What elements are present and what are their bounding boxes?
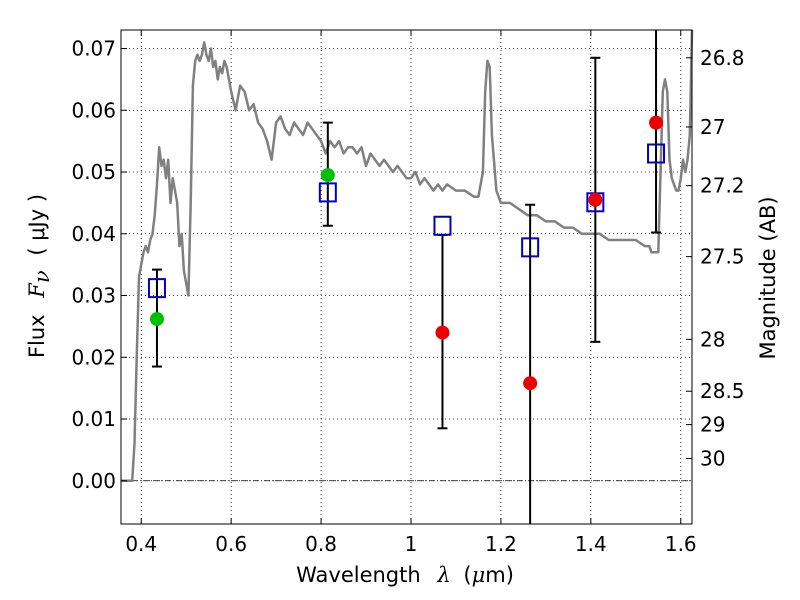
y2-tick-label: 29 (700, 413, 725, 437)
y2-axis-label: Magnitude (AB) (756, 196, 780, 359)
model-flux-square (318, 182, 337, 203)
model-flux-square (647, 143, 666, 164)
x-axis-label-open: ( (463, 563, 471, 587)
x-tick-label: 1.6 (665, 532, 697, 556)
nondetection-point (523, 376, 538, 391)
nondetection-point (588, 192, 603, 207)
y-axis-label: Flux Fν ( μJy ) (25, 194, 54, 358)
detection-point (149, 311, 164, 326)
x-tick-label: 0.4 (125, 532, 157, 556)
x-axis-label: Wavelength λ (μm) (296, 563, 514, 587)
y2-tick-label: 26.8 (700, 46, 745, 70)
x-tick-label: 0.8 (305, 532, 337, 556)
series-layer (121, 29, 694, 524)
model-flux-square (147, 278, 166, 299)
x-tick-label: 0.6 (215, 532, 247, 556)
model-flux-square (433, 215, 452, 236)
x-axis-label-prefix: Wavelength (296, 563, 421, 587)
x-axis-label-rest: m) (485, 563, 514, 587)
x-axis-label-symbol: λ (436, 563, 450, 587)
y2-tick-label: 30 (700, 447, 725, 471)
y-tick-label: 0.07 (71, 37, 116, 61)
x-axis-label-mu: μ (472, 563, 486, 587)
y2-tick-label: 27 (700, 115, 725, 139)
detection-point (320, 168, 335, 183)
y2-tick-label: 28 (700, 327, 725, 351)
y-tick-label: 0.02 (71, 345, 116, 369)
y-tick-label: 0.01 (71, 407, 116, 431)
y-axis-label-subscript: ν (30, 270, 54, 283)
x-tick-label: 1 (405, 532, 418, 556)
x-tick-label: 1.2 (485, 532, 517, 556)
model-flux-square (521, 237, 540, 258)
y-tick-label: 0.03 (71, 284, 116, 308)
y2-tick-label: 27.2 (700, 174, 745, 198)
y2-tick-label: 27.5 (700, 245, 745, 269)
model-spectrum-line (121, 29, 694, 483)
nondetection-point (649, 115, 664, 130)
y-tick-label: 0.04 (71, 222, 116, 246)
y-tick-label: 0.06 (71, 98, 116, 122)
nondetection-point (435, 325, 450, 340)
y-axis-label-symbol: F (25, 282, 49, 299)
y-tick-label: 0.05 (71, 160, 116, 184)
x-tick-label: 1.4 (575, 532, 607, 556)
y-tick-label: 0.00 (71, 469, 116, 493)
y-axis-label-prefix: Flux (25, 314, 49, 358)
y2-tick-label: 28.5 (700, 379, 745, 403)
plot-frame (120, 29, 693, 525)
axis-ticks: 0.4 0.6 0.8 1 1.2 1.4 1.6 0.00 0.01 0.02 0.03 0.04 0… (71, 30, 745, 556)
y-axis-label-unit: ( μJy ) (25, 194, 49, 256)
